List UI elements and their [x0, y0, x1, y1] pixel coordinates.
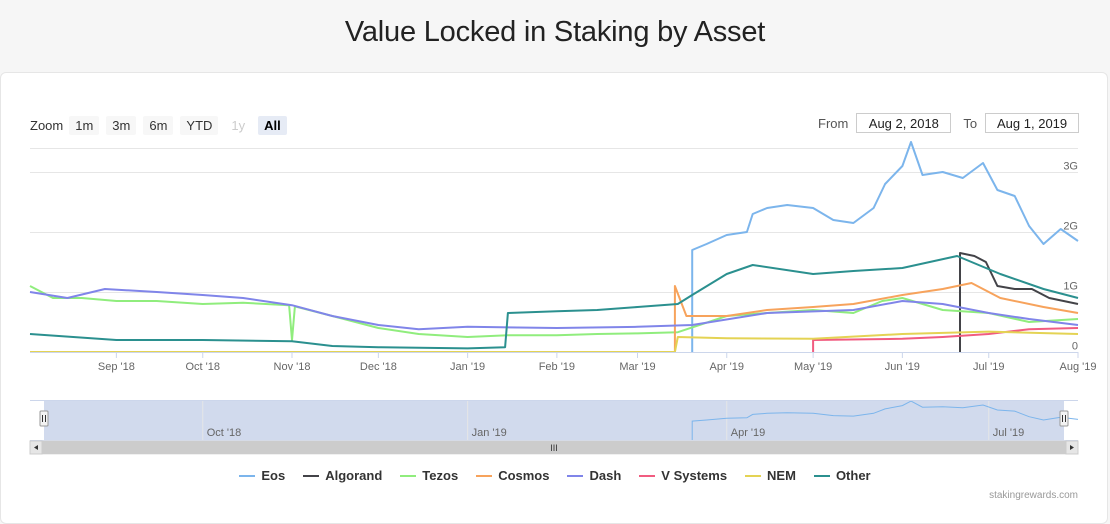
legend-item-cosmos[interactable]: Cosmos: [476, 468, 549, 483]
y-tick-label: 0: [1072, 341, 1078, 353]
x-tick-label: Mar '19: [619, 361, 655, 373]
legend-swatch: [639, 474, 656, 477]
x-tick-label: Nov '18: [274, 361, 311, 373]
legend-swatch: [813, 474, 830, 477]
legend-label: Tezos: [422, 468, 459, 483]
series-line-tezos: [29, 285, 1079, 341]
legend-label: Cosmos: [498, 468, 550, 483]
navigator-series-line: [691, 400, 1079, 440]
arrow-left-icon: [34, 445, 38, 450]
date-range: From Aug 2, 2018 To Aug 1, 2019: [818, 113, 1080, 133]
legend-label: V Systems: [661, 468, 728, 483]
zoom-ytd-button[interactable]: YTD: [180, 115, 219, 135]
navigator-tick-label: Apr '19: [731, 427, 766, 439]
legend-item-other[interactable]: Other: [813, 468, 871, 483]
zoom-6m-button[interactable]: 6m: [143, 115, 174, 135]
y-axis-labels: 0 1G 2G 3G: [1063, 161, 1078, 353]
legend-item-eos[interactable]: Eos: [239, 468, 285, 483]
navigator-tick-label: Jul '19: [993, 427, 1024, 439]
legend-swatch: [303, 474, 320, 477]
navigator-tick-label: Oct '18: [207, 427, 242, 439]
zoom-controls: Zoom 1m 3m 6m YTD 1y All: [30, 114, 294, 136]
y-tick-label: 2G: [1063, 221, 1078, 233]
x-tick-label: Jul '19: [973, 361, 1004, 373]
legend-item-v-systems[interactable]: V Systems: [639, 468, 727, 483]
series-line-cosmos: [673, 282, 1079, 352]
legend-label: Eos: [261, 468, 286, 483]
zoom-label: Zoom: [30, 117, 64, 133]
series-line-other: [29, 255, 1079, 350]
x-tick-label: Sep '18: [98, 361, 135, 373]
to-label: To: [963, 115, 978, 131]
series-line-nem: [30, 330, 1079, 353]
series-line-algorand: [959, 252, 1079, 352]
legend-swatch: [567, 474, 584, 477]
legend-swatch: [745, 474, 762, 477]
legend-label: NEM: [767, 468, 796, 483]
legend-item-algorand[interactable]: Algorand: [303, 468, 382, 483]
legend-label: Dash: [589, 468, 622, 483]
to-date-input[interactable]: Aug 1, 2019: [985, 113, 1080, 133]
legend-swatch: [239, 474, 256, 477]
series-lines: [29, 141, 1079, 353]
credit-link[interactable]: stakingrewards.com: [989, 490, 1078, 501]
from-label: From: [818, 115, 849, 131]
series-line-eos: [691, 141, 1079, 352]
x-axis: Sep '18 Oct '18 Nov '18 Dec '18 Jan '19 Feb '…: [30, 352, 1096, 373]
x-tick-label: Apr '19: [709, 361, 744, 373]
navigator-tick-label: Jan '19: [472, 427, 507, 439]
zoom-3m-button[interactable]: 3m: [106, 115, 137, 135]
zoom-1y-button: 1y: [225, 115, 252, 135]
navigator-window: [44, 400, 1064, 440]
x-tick-label: Jun '19: [885, 361, 920, 373]
legend-item-dash[interactable]: Dash: [567, 468, 621, 483]
series-line-v-systems: [812, 327, 1079, 352]
x-tick-label: Oct '18: [185, 361, 220, 373]
legend-swatch: [476, 474, 493, 477]
x-tick-label: Feb '19: [539, 361, 575, 373]
navigator-handle[interactable]: [39, 410, 49, 427]
navigator-handle[interactable]: [1059, 410, 1069, 427]
legend-label: Other: [835, 468, 871, 483]
x-tick-label: May '19: [794, 361, 832, 373]
zoom-all-button[interactable]: All: [258, 115, 287, 135]
navigator: Oct '18 Jan '19 Apr '19 Jul '19 III: [29, 400, 1079, 455]
grid-lines: [30, 148, 1078, 353]
from-date-input[interactable]: Aug 2, 2018: [856, 113, 952, 133]
legend-swatch: [400, 474, 417, 477]
scrollbar-grip: III: [550, 443, 558, 453]
page-title: Value Locked in Staking by Asset: [344, 16, 766, 48]
x-tick-label: Jan '19: [450, 361, 485, 373]
series-line-dash: [29, 288, 1079, 331]
y-tick-label: 1G: [1063, 281, 1078, 293]
legend-item-nem[interactable]: NEM: [745, 468, 796, 483]
x-tick-label: Dec '18: [360, 361, 397, 373]
x-tick-label: Aug '19: [1060, 361, 1097, 373]
legend-item-tezos[interactable]: Tezos: [400, 468, 458, 483]
y-tick-label: 3G: [1063, 161, 1078, 173]
legend-label: Algorand: [325, 468, 383, 483]
scrollbar-thumb[interactable]: [42, 441, 1066, 454]
legend: Eos Algorand Tezos Cosmos Dash V Systems…: [0, 468, 1110, 483]
arrow-right-icon: [1070, 445, 1074, 450]
zoom-1m-button[interactable]: 1m: [69, 115, 100, 135]
